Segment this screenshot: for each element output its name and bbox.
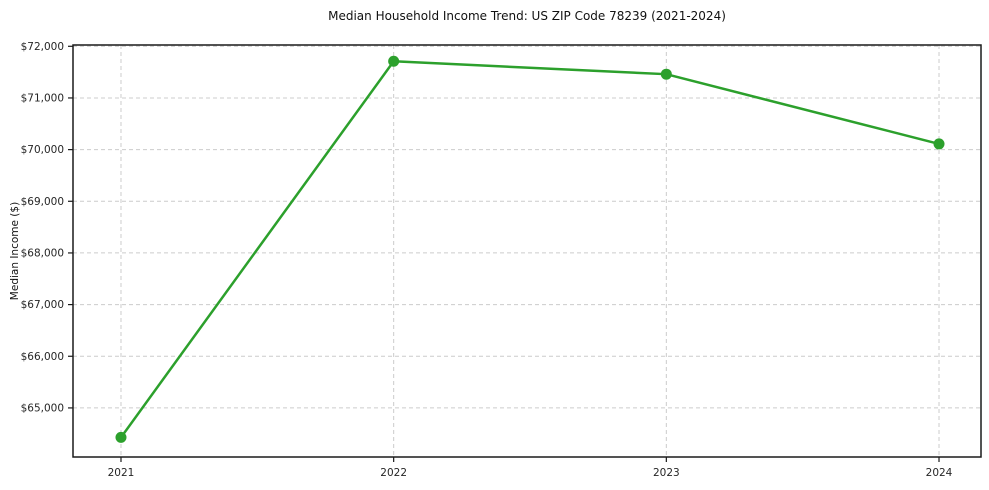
y-tick-label: $67,000 xyxy=(21,299,64,311)
x-tick-label: 2023 xyxy=(653,467,680,479)
income-trend-line xyxy=(119,60,941,439)
x-tick-label: 2024 xyxy=(926,467,953,479)
y-tick-label: $68,000 xyxy=(21,247,64,259)
x-tick-label: 2022 xyxy=(380,467,407,479)
x-tick-label: 2021 xyxy=(108,467,135,479)
data-point-marker xyxy=(115,431,127,443)
y-tick-label: $70,000 xyxy=(21,144,64,156)
plot-background xyxy=(73,45,981,457)
y-tick-label: $66,000 xyxy=(21,351,64,363)
y-tick-label: $71,000 xyxy=(21,92,64,104)
y-tick-label: $65,000 xyxy=(21,402,64,414)
axes-frame xyxy=(72,44,982,458)
y-tick-label: $69,000 xyxy=(21,196,64,208)
data-point-marker xyxy=(933,138,945,150)
data-point-marker xyxy=(660,68,672,80)
chart-title: Median Household Income Trend: US ZIP Co… xyxy=(328,9,726,23)
data-point-marker xyxy=(388,55,400,67)
y-tick-label: $72,000 xyxy=(21,41,64,53)
